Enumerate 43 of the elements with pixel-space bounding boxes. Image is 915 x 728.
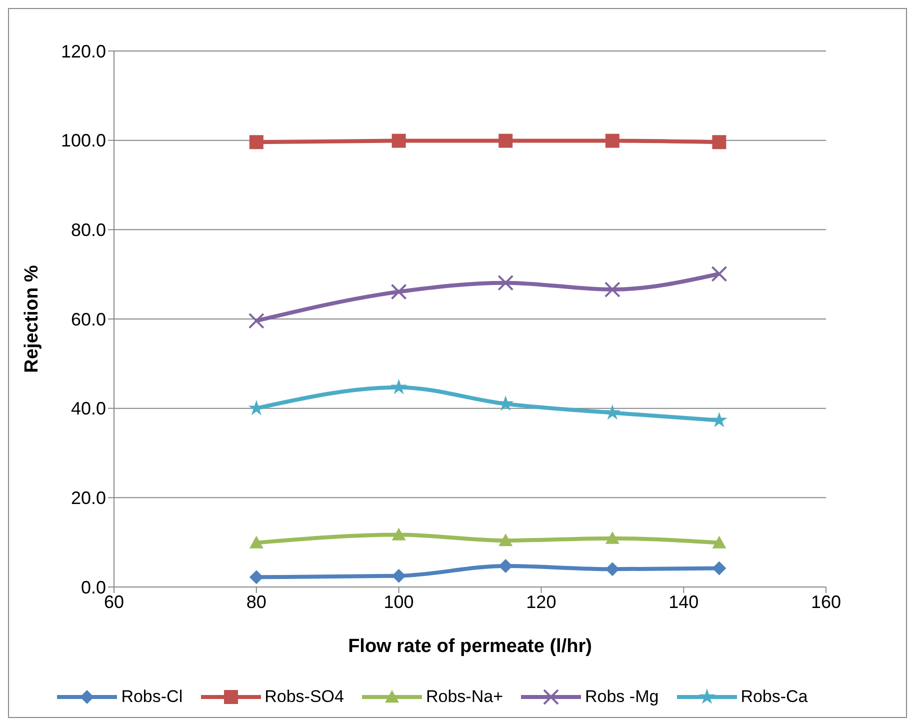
y-tick-label: 120.0 xyxy=(60,41,106,62)
x-axis-title: Flow rate of permeate (l/hr) xyxy=(348,636,592,657)
point xyxy=(249,570,264,584)
y-tick-label: 20.0 xyxy=(70,488,106,508)
point xyxy=(712,561,726,576)
x-tick-label: 100 xyxy=(384,592,414,612)
point xyxy=(605,134,620,148)
x-tick-label: 140 xyxy=(668,592,699,612)
point xyxy=(712,135,726,150)
x-tick-label: 80 xyxy=(246,592,266,612)
point xyxy=(712,536,726,548)
point xyxy=(605,562,620,576)
point xyxy=(249,536,264,548)
legend-label: Robs-Ca xyxy=(740,687,808,707)
x-tick-label: 120 xyxy=(526,592,556,612)
point xyxy=(392,568,406,583)
point xyxy=(249,135,264,150)
point xyxy=(390,284,407,300)
legend-label: Robs-Na+ xyxy=(424,687,503,707)
point xyxy=(392,528,406,540)
legend-label: Robs-SO4 xyxy=(264,687,344,707)
point xyxy=(390,378,407,394)
point xyxy=(711,266,728,282)
point xyxy=(498,274,514,291)
point xyxy=(498,134,513,148)
y-tick-label: 0.0 xyxy=(80,577,106,598)
point xyxy=(498,534,513,546)
point xyxy=(392,134,406,148)
point xyxy=(604,404,620,420)
legend-label: Robs-Cl xyxy=(120,687,183,707)
legend-label: Robs -Mg xyxy=(584,687,659,707)
y-tick-label: 100.0 xyxy=(60,130,106,151)
point xyxy=(605,531,620,544)
point xyxy=(711,412,728,428)
point xyxy=(248,312,264,329)
x-tick-label: 160 xyxy=(810,592,842,612)
y-axis-title: Rejection % xyxy=(22,265,43,373)
y-tick-label: 80.0 xyxy=(70,220,106,240)
x-tick-label: 60 xyxy=(104,592,124,612)
y-tick-label: 60.0 xyxy=(70,309,106,330)
point xyxy=(604,282,620,298)
y-tick-label: 40.0 xyxy=(70,398,106,419)
point xyxy=(498,559,513,574)
